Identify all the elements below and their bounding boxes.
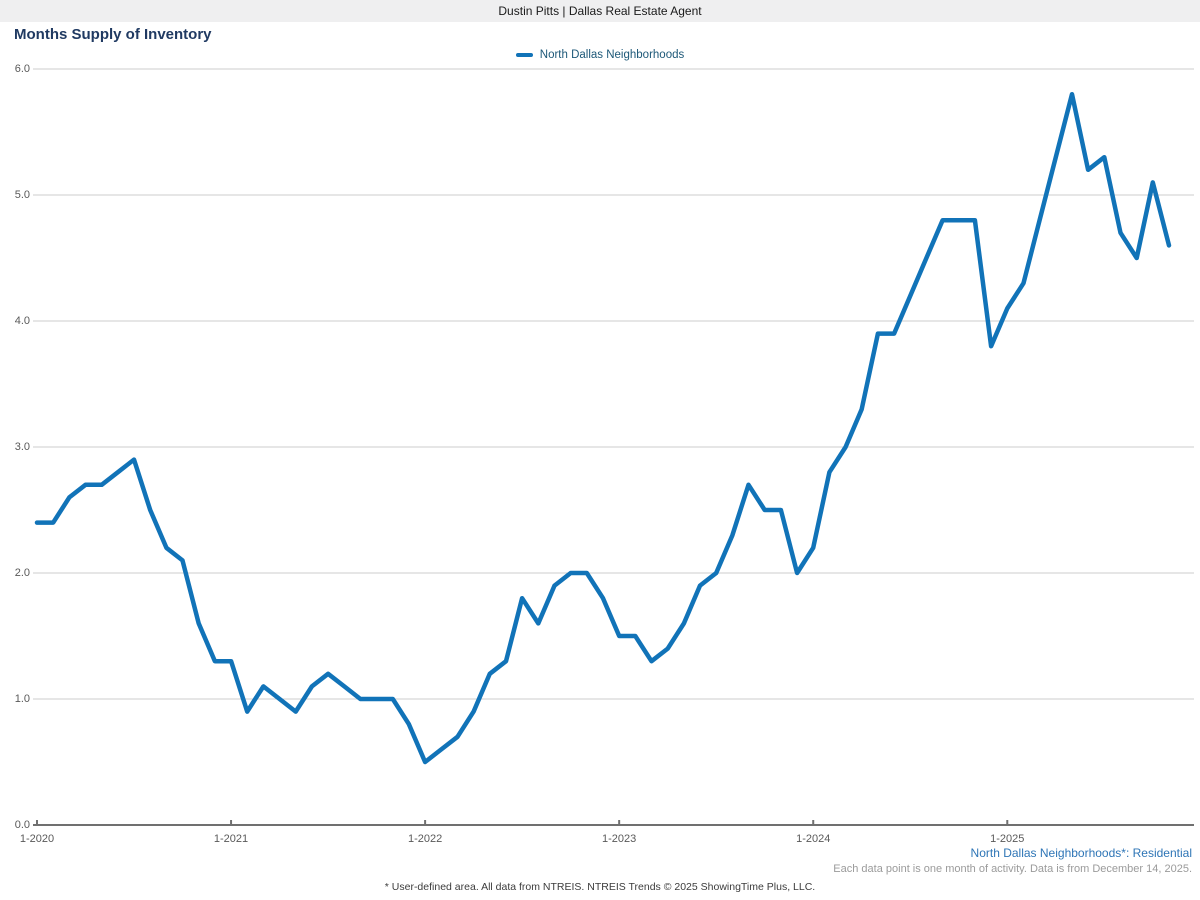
footer-series-note: North Dallas Neighborhoods*: Residential <box>970 846 1192 860</box>
x-axis-label-1-2020: 1-2020 <box>19 833 55 845</box>
page-title: Months Supply of Inventory <box>14 26 212 43</box>
y-axis-label-6.0: 6.0 <box>14 63 30 75</box>
footer-data-note: Each data point is one month of activity… <box>833 863 1192 875</box>
legend-label: North Dallas Neighborhoods <box>539 49 685 61</box>
y-axis-label-5.0: 5.0 <box>14 189 30 201</box>
x-axis-label-1-2022: 1-2022 <box>407 833 443 845</box>
x-axis-label-1-2025: 1-2025 <box>990 833 1025 845</box>
x-axis-label-1-2023: 1-2023 <box>602 833 637 845</box>
y-axis-label-0.0: 0.0 <box>14 819 30 831</box>
x-axis-label-1-2021: 1-2021 <box>213 833 249 845</box>
trend-line-north-dallas-neighborhoods <box>34 91 1172 765</box>
y-axis-label-1.0: 1.0 <box>14 693 30 705</box>
y-axis-label-4.0: 4.0 <box>14 315 30 327</box>
legend-line-swatch-icon <box>515 53 533 57</box>
chart-legend: North Dallas Neighborhoods <box>0 47 1200 63</box>
footer-disclaimer: * User-defined area. All data from NTREI… <box>384 881 816 893</box>
header-text: Dustin Pitts | Dallas Real Estate Agent <box>498 4 702 18</box>
header-bar: Dustin Pitts | Dallas Real Estate Agent <box>0 0 1200 22</box>
y-axis-label-3.0: 3.0 <box>14 441 30 453</box>
y-axis-label-2.0: 2.0 <box>14 567 30 579</box>
x-axis-label-1-2024: 1-2024 <box>796 833 831 845</box>
